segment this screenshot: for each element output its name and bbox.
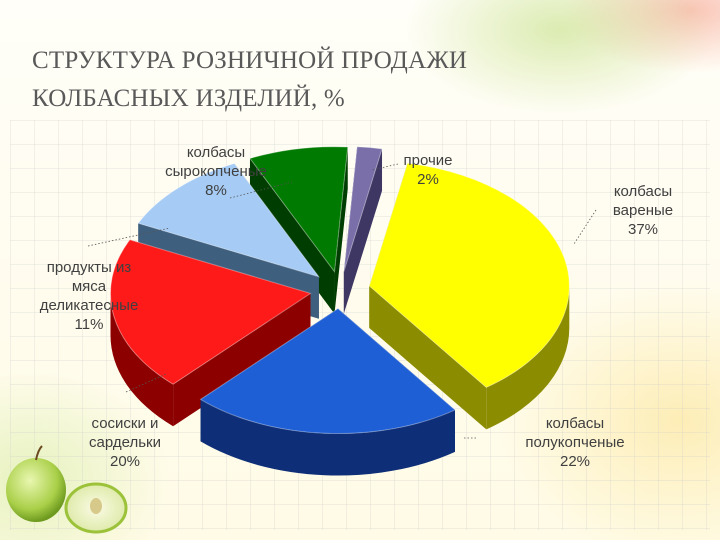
pie-slice-other-wall-1 [343, 148, 383, 314]
pie-slice-dry-smoked-wall-1 [334, 146, 348, 314]
slice-value-label: 37% [627, 221, 659, 238]
pie-slice-frankfurters-side-0 [110, 293, 174, 427]
pie-slice-boiled-side-0 [486, 286, 570, 430]
leader-line-other [371, 163, 399, 171]
chart-title-line-1: СТРУКТУРА РОЗНИЧНОЙ ПРОДАЖИ [32, 47, 468, 74]
pie-slice-boiled-wall-1 [369, 286, 487, 430]
chart-title-line-2: КОЛБАСНЫХ ИЗДЕЛИЙ, % [32, 85, 345, 112]
slice-label-semi-smoked-sausage: колбасы полукопченые 22% [505, 414, 645, 471]
slice-value-label: 22% [559, 453, 591, 470]
pie-slice-dry-smoked [249, 146, 349, 274]
slice-label-delicatessen: продукты из мяса деликатесные 11% [24, 258, 154, 334]
leader-line-frankfurters [125, 373, 167, 393]
leader-line-dry-smoked [229, 181, 293, 199]
slice-value-label: 20% [109, 453, 141, 470]
pie-slice-frankfurters [110, 239, 312, 385]
chart-title: СТРУКТУРА РОЗНИЧНОЙ ПРОДАЖИ КОЛБАСНЫХ ИЗ… [32, 42, 467, 118]
slice-label-dry-smoked-sausage: колбасы сырокопченые 8% [146, 143, 286, 200]
pie-slice-delicatessen [137, 162, 321, 278]
slice-label-frankfurters: сосиски и сардельки 20% [60, 414, 190, 471]
pie-slice-frankfurters-wall-0 [173, 293, 311, 427]
slice-label-boiled-sausage: колбасы вареные 37% [598, 182, 688, 239]
leader-line-boiled [573, 209, 597, 245]
slice-value-label: 8% [205, 182, 227, 199]
pie-slice-semi-smoked-side-0 [200, 399, 455, 476]
apple-decoration-icon [6, 445, 128, 534]
slice-value-label: 11% [74, 316, 104, 333]
pie-slice-boiled [368, 162, 570, 388]
slice-value-label: 2% [417, 171, 439, 188]
pie-slice-other [343, 146, 383, 272]
slice-label-other: прочие 2% [388, 151, 468, 189]
pie-slice-semi-smoked [199, 307, 456, 435]
